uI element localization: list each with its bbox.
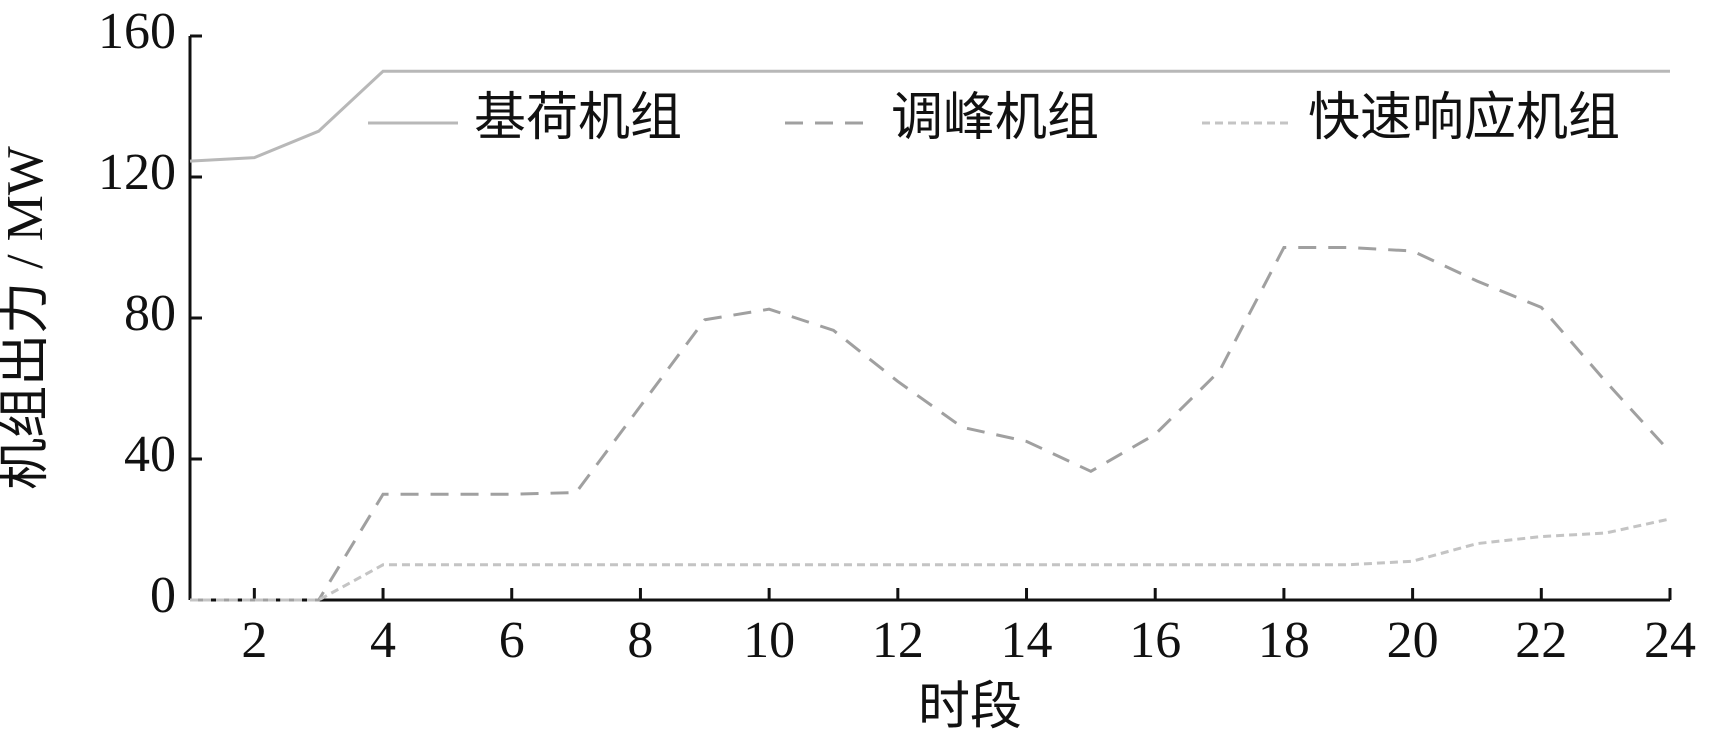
series-line xyxy=(190,517,1671,602)
x-tick-label: 18 xyxy=(1258,612,1310,669)
legend-label: 调峰机组 xyxy=(891,90,1099,147)
y-tick-label: 160 xyxy=(98,3,176,60)
x-tick-label: 14 xyxy=(1001,612,1053,669)
x-tick-label: 12 xyxy=(872,612,924,669)
y-axis-label: 机组出力 / MW xyxy=(0,146,54,490)
x-axis-label: 时段 xyxy=(918,679,1022,736)
y-tick-label: 80 xyxy=(124,285,176,342)
series-line xyxy=(190,246,1672,602)
y-tick-label: 0 xyxy=(150,567,176,624)
x-tick-label: 10 xyxy=(743,612,795,669)
legend-label: 快速响应机组 xyxy=(1308,90,1620,147)
x-tick-label: 2 xyxy=(241,612,267,669)
legend-label: 基荷机组 xyxy=(474,90,682,147)
x-tick-label: 22 xyxy=(1515,612,1567,669)
x-tick-label: 4 xyxy=(370,612,396,669)
x-tick-label: 6 xyxy=(499,612,525,669)
y-tick-label: 40 xyxy=(124,426,176,483)
x-tick-label: 8 xyxy=(627,612,653,669)
x-tick-label: 24 xyxy=(1644,612,1696,669)
series-line xyxy=(189,69,1670,163)
x-tick-label: 16 xyxy=(1129,612,1181,669)
y-tick-label: 120 xyxy=(98,144,176,201)
x-tick-label: 20 xyxy=(1387,612,1439,669)
